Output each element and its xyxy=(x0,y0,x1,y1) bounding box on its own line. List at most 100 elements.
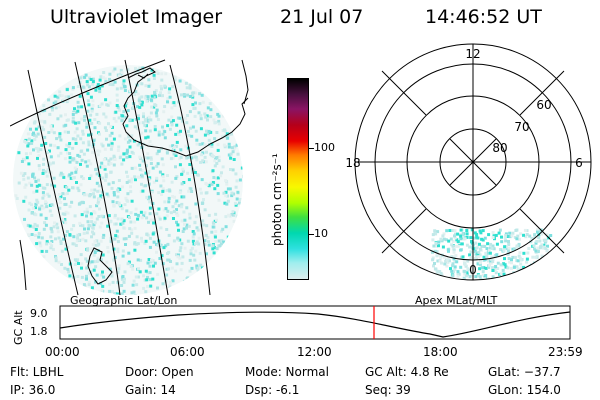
emission-pixel xyxy=(176,116,180,120)
emission-pixel xyxy=(519,258,523,262)
emission-pixel xyxy=(28,201,32,205)
emission-pixel xyxy=(433,262,436,265)
emission-pixel xyxy=(40,143,44,147)
emission-pixel xyxy=(200,93,204,97)
emission-pixel xyxy=(205,129,208,133)
emission-pixel xyxy=(126,175,130,179)
emission-pixel xyxy=(231,210,235,214)
emission-pixel xyxy=(470,228,474,232)
emission-pixel xyxy=(218,244,222,248)
emission-pixel xyxy=(91,243,95,247)
mlt-diagonal xyxy=(381,70,427,116)
emission-pixel xyxy=(534,249,538,253)
emission-pixel xyxy=(93,188,97,192)
altitude-xtick: 18:00 xyxy=(423,345,458,359)
emission-pixel xyxy=(212,221,216,225)
emission-pixel xyxy=(542,274,546,278)
emission-pixel xyxy=(548,281,551,284)
emission-pixel xyxy=(58,173,62,177)
emission-pixel xyxy=(489,242,493,246)
emission-pixel xyxy=(74,244,78,247)
longitude-line xyxy=(74,61,121,296)
emission-pixel xyxy=(522,265,526,269)
emission-pixel xyxy=(51,108,54,112)
emission-pixel xyxy=(37,235,41,239)
emission-pixel xyxy=(515,228,519,232)
emission-pixel xyxy=(507,282,510,285)
emission-pixel xyxy=(132,105,135,109)
emission-pixel xyxy=(123,137,127,141)
emission-pixel xyxy=(17,151,21,155)
emission-pixel xyxy=(536,230,539,234)
emission-pixel xyxy=(73,130,77,134)
emission-pixel xyxy=(133,175,137,179)
emission-pixel xyxy=(141,159,145,163)
emission-pixel xyxy=(494,271,498,275)
emission-pixel xyxy=(210,142,214,146)
emission-pixel xyxy=(92,139,96,143)
emission-pixel xyxy=(176,255,180,259)
emission-pixel xyxy=(107,159,111,163)
altitude-xtick: 12:00 xyxy=(297,345,332,359)
emission-pixel xyxy=(116,270,120,274)
emission-pixel xyxy=(117,201,121,205)
emission-pixel xyxy=(548,282,551,285)
emission-pixel xyxy=(493,267,497,271)
emission-pixel xyxy=(212,251,216,255)
emission-pixel xyxy=(474,241,478,245)
emission-pixel xyxy=(90,109,94,113)
emission-pixel xyxy=(101,144,105,148)
emission-pixel xyxy=(125,198,129,202)
emission-pixel xyxy=(465,235,469,239)
emission-pixel xyxy=(78,155,82,158)
emission-pixel xyxy=(155,178,159,182)
emission-pixel xyxy=(96,256,100,260)
emission-pixel xyxy=(190,94,194,98)
emission-pixel xyxy=(171,85,175,89)
emission-pixel xyxy=(47,98,51,102)
emission-pixel xyxy=(503,282,506,285)
emission-pixel xyxy=(125,151,129,155)
emission-pixel xyxy=(207,243,211,247)
emission-pixel xyxy=(181,169,185,173)
time-label: 14:46:52 UT xyxy=(425,6,542,28)
emission-pixel xyxy=(182,279,186,283)
emission-pixel xyxy=(107,182,111,186)
emission-pixel xyxy=(99,75,103,79)
emission-pixel xyxy=(160,254,164,258)
emission-pixel xyxy=(65,88,69,92)
emission-pixel xyxy=(524,235,528,239)
emission-pixel xyxy=(48,149,51,153)
emission-pixel xyxy=(76,85,80,88)
emission-pixel xyxy=(477,255,481,259)
emission-pixel xyxy=(223,128,227,132)
emission-pixel xyxy=(138,168,142,172)
emission-pixel xyxy=(232,219,236,223)
emission-pixel xyxy=(143,118,147,122)
emission-pixel xyxy=(140,216,144,220)
emission-pixel xyxy=(179,246,183,250)
emission-pixel xyxy=(203,208,207,212)
emission-pixel xyxy=(45,205,49,209)
emission-pixel xyxy=(50,230,54,234)
emission-pixel xyxy=(217,155,221,159)
emission-pixel xyxy=(477,282,480,285)
emission-pixel xyxy=(90,286,94,290)
emission-pixel xyxy=(185,226,188,230)
emission-pixel xyxy=(136,258,140,262)
emission-pixel xyxy=(484,274,488,277)
coastline xyxy=(19,239,27,291)
emission-pixel xyxy=(68,233,72,237)
emission-pixel xyxy=(122,79,126,83)
emission-pixel xyxy=(64,243,68,247)
emission-pixel xyxy=(85,266,89,270)
emission-pixel xyxy=(52,101,56,105)
emission-pixel xyxy=(510,261,513,265)
emission-pixel xyxy=(172,152,176,156)
emission-pixel xyxy=(62,175,66,179)
emission-pixel xyxy=(462,258,466,262)
emission-pixel xyxy=(26,132,30,136)
emission-pixel xyxy=(82,231,86,235)
emission-pixel xyxy=(225,132,229,136)
emission-pixel xyxy=(469,255,473,259)
